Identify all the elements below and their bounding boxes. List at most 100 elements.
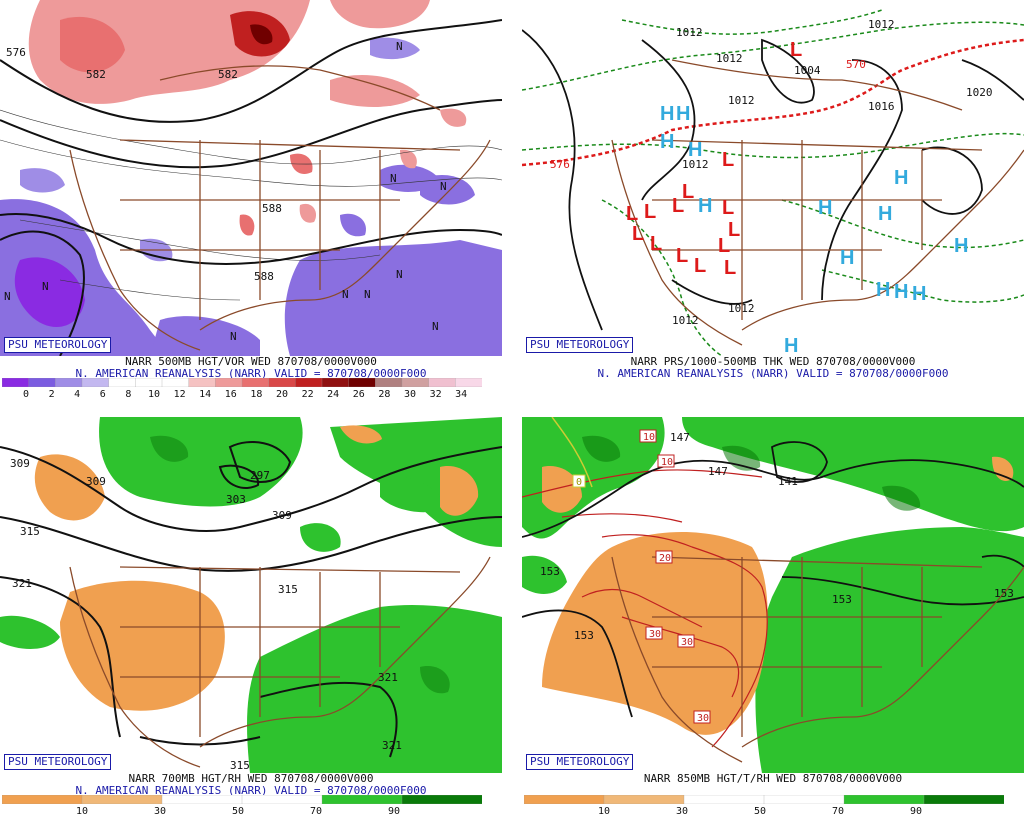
high-pressure-symbol: H	[698, 195, 712, 217]
panel-850mb-temp-rh: 147 147 141 153 153 153 153 10 10 0 20 3…	[522, 417, 1024, 819]
psu-meteorology-badge: PSU METEOROLOGY	[526, 337, 634, 353]
colorbar-swatch	[2, 378, 30, 387]
low-pressure-symbol: L	[644, 201, 656, 223]
colorbar-swatch	[108, 378, 136, 387]
colorbar-ticks: 10 30 50 70 90	[2, 806, 482, 818]
thickness-label: 570	[846, 58, 866, 71]
colorbar-tick-label: 20	[275, 389, 289, 400]
map-pressure-thickness: 1012 1012 1012 1004 1012 1016 1020 1012 …	[522, 0, 1024, 356]
colorbar-tick-label: 0	[22, 389, 30, 400]
high-pressure-symbol: H	[894, 167, 908, 189]
coastline	[69, 149, 201, 351]
colorbar-ticks: 0 2 4 6 8 10 12 14 16 18 20 22 24 26 28 30 32 34	[2, 389, 482, 401]
low-pressure-symbol: L	[722, 149, 734, 171]
temperature-label: 30	[649, 629, 661, 640]
high-pressure-symbol: H	[894, 281, 908, 303]
colorbar-tick-label: 10	[75, 806, 89, 817]
panel-pressure-thickness: 1012 1012 1012 1004 1012 1016 1020 1012 …	[522, 0, 1024, 402]
isobar-label: 1012	[868, 18, 895, 31]
dry-region	[60, 580, 225, 711]
colorbar-swatch	[2, 795, 83, 804]
low-pressure-symbol: L	[718, 235, 730, 257]
map-caption: NARR PRS/1000-500MB THK WED 870708/0000V…	[630, 355, 916, 368]
vorticity-symbol: N	[396, 268, 403, 281]
colorbar-swatch	[401, 795, 482, 804]
temperature-label: 30	[681, 637, 693, 648]
colorbar-tick-label: 2	[48, 389, 55, 400]
contour-label: 297	[250, 469, 270, 482]
vorticity-colorbar	[2, 378, 482, 387]
contour-label: 153	[832, 593, 852, 606]
colorbar-swatch	[843, 795, 925, 804]
colorbar-tick-label: 26	[352, 389, 365, 400]
high-pressure-symbol: H	[784, 335, 798, 356]
colorbar-swatch	[321, 795, 403, 804]
low-pressure-symbol: L	[650, 233, 662, 255]
coastline	[611, 139, 743, 346]
colorbar-swatch	[428, 378, 456, 387]
isobar-label: 1020	[966, 86, 993, 99]
contour-label: 582	[218, 68, 238, 81]
coastline	[611, 556, 743, 763]
temp-label-box: 10	[639, 429, 657, 443]
high-pressure-symbol: H	[840, 247, 854, 269]
colorbar-swatch	[188, 378, 216, 387]
contour-label: 147	[670, 431, 690, 444]
isobar-label: 1012	[716, 52, 743, 65]
colorbar-swatch	[455, 378, 482, 387]
colorbar-tick-label: 70	[309, 806, 323, 817]
colorbar-tick-label: 50	[753, 806, 767, 817]
colorbar-tick-label: 4	[74, 389, 81, 400]
high-pressure-symbol: H	[878, 203, 892, 225]
temp-label-box: 30	[645, 626, 663, 640]
map-caption: NARR 700MB HGT/RH WED 870708/0000V000	[128, 772, 374, 785]
colorbar-tick-label: 14	[199, 389, 212, 400]
psu-meteorology-badge: PSU METEOROLOGY	[4, 337, 112, 353]
panel-700mb-rh: 309 309 315 321 303 297 309 315 321 315 …	[0, 417, 502, 819]
colorbar-swatch	[923, 795, 1004, 804]
humid-region	[99, 417, 303, 507]
contour-label: 147	[708, 465, 728, 478]
isobar-label: 1016	[868, 100, 895, 113]
high-pressure-symbol: H	[676, 103, 690, 125]
vorticity-symbol: N	[342, 288, 349, 301]
colorbar-tick-label: 8	[125, 389, 132, 400]
colorbar-swatch	[295, 378, 323, 387]
colorbar-swatch	[241, 795, 323, 804]
map-850mb-temp-rh: 147 147 141 153 153 153 153 10 10 0 20 3…	[522, 417, 1024, 773]
colorbar-tick-label: 30	[403, 389, 417, 400]
colorbar-swatch	[28, 378, 56, 387]
high-pressure-symbol: H	[688, 139, 702, 161]
temp-label-box: 20	[655, 550, 673, 564]
colorbar-swatch	[348, 378, 376, 387]
map-700mb-rh: 309 309 315 321 303 297 309 315 321 315 …	[0, 417, 502, 773]
rh-colorbar	[524, 795, 1004, 804]
low-pressure-symbol: L	[724, 257, 736, 279]
colorbar-tick-label: 30	[675, 806, 689, 817]
colorbar-swatch	[81, 795, 163, 804]
contour-label: 141	[778, 475, 798, 488]
temperature-label: 0	[576, 477, 582, 488]
contour-label: 303	[226, 493, 246, 506]
low-pressure-symbol: L	[676, 245, 688, 267]
contour-label: 576	[6, 46, 26, 59]
contour-label: 588	[254, 270, 274, 283]
vorticity-symbol: N	[42, 280, 49, 293]
contour-label: 315	[20, 525, 40, 538]
colorbar-tick-label: 28	[378, 389, 391, 400]
coastline	[69, 566, 201, 768]
isobar-label: 1012	[676, 26, 703, 39]
isobar-label: 1012	[728, 94, 755, 107]
colorbar-tick-label: 24	[327, 389, 340, 400]
vorticity-symbol: N	[230, 330, 237, 343]
colorbar-swatch	[683, 795, 765, 804]
low-pressure-symbol: L	[790, 39, 802, 61]
isobar	[522, 29, 603, 331]
height-contour	[0, 446, 502, 532]
freezing-contour	[551, 417, 593, 488]
colorbar-swatch	[401, 378, 430, 387]
colorbar-ticks: 10 30 50 70 90	[524, 806, 1004, 818]
high-pressure-symbol: H	[912, 283, 926, 305]
low-pressure-symbol: L	[728, 219, 740, 241]
contour-label: 153	[540, 565, 560, 578]
